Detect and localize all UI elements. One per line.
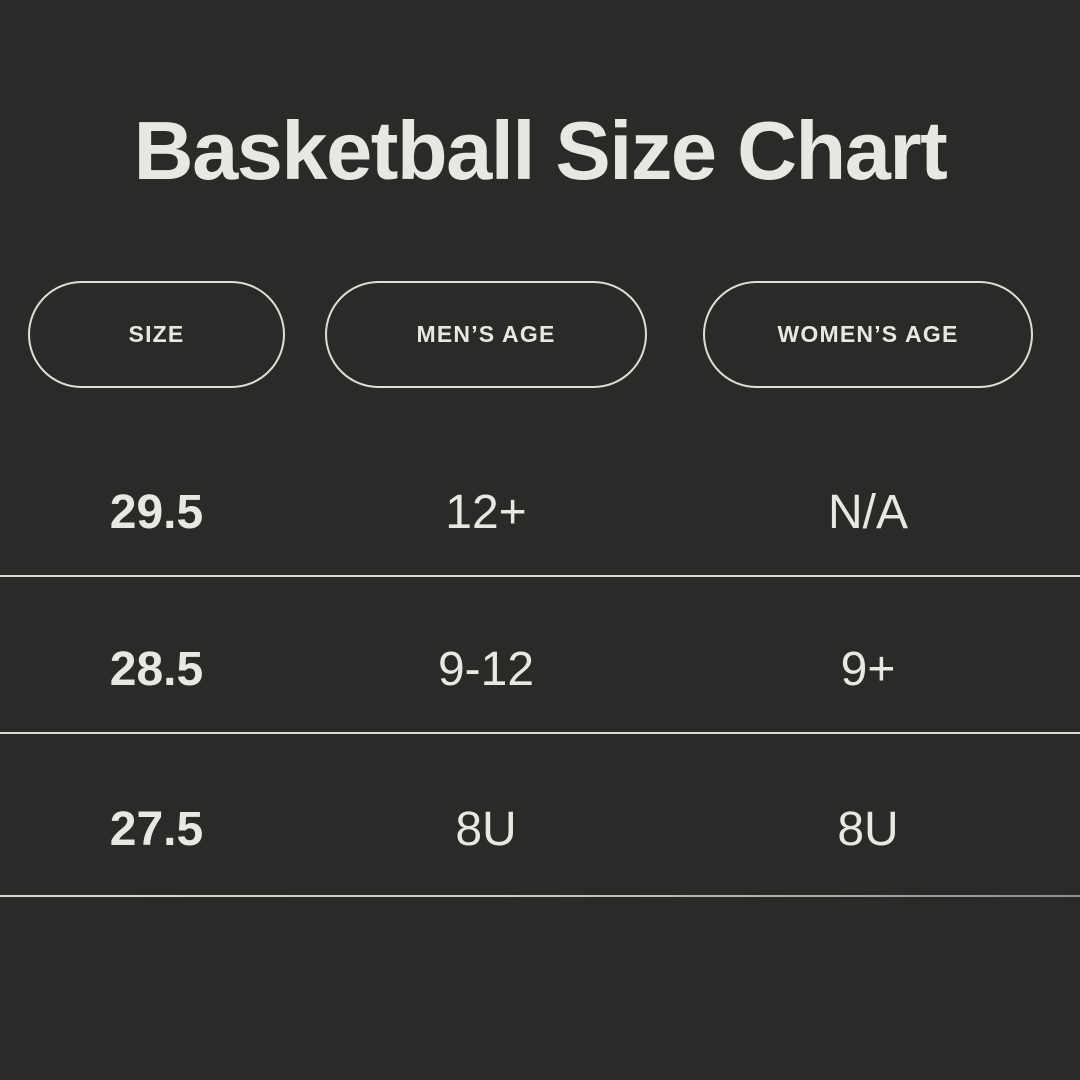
column-header-size-label: SIZE [128,321,185,347]
cell-mens-age: 9-12 [437,643,535,696]
cell-womens-age: 9+ [840,643,896,696]
table-row: 27.5 8U 8U [0,734,1080,895]
column-header-womens-age: WOMEN’S AGE [703,281,1033,388]
row-divider [0,575,1080,577]
cell-mens-age: 8U [455,803,517,856]
cell-womens-age: 8U [837,803,899,856]
column-header-mens-age-label: MEN’S AGE [416,321,556,347]
page-title: Basketball Size Chart [133,104,948,197]
row-divider [0,732,1080,734]
cell-womens-age: N/A [827,485,908,539]
column-header-mens-age: MEN’S AGE [325,281,647,388]
cell-mens-age: 12+ [445,485,527,539]
column-header-womens-age-label: WOMEN’S AGE [777,321,959,347]
cell-size: 29.5 [109,485,204,539]
cell-size: 27.5 [109,803,204,856]
cell-size: 28.5 [109,643,204,696]
table-row: 28.5 9-12 9+ [0,577,1080,732]
column-header-size: SIZE [28,281,285,388]
row-divider [0,895,1080,897]
table-row: 29.5 12+ N/A [0,419,1080,575]
